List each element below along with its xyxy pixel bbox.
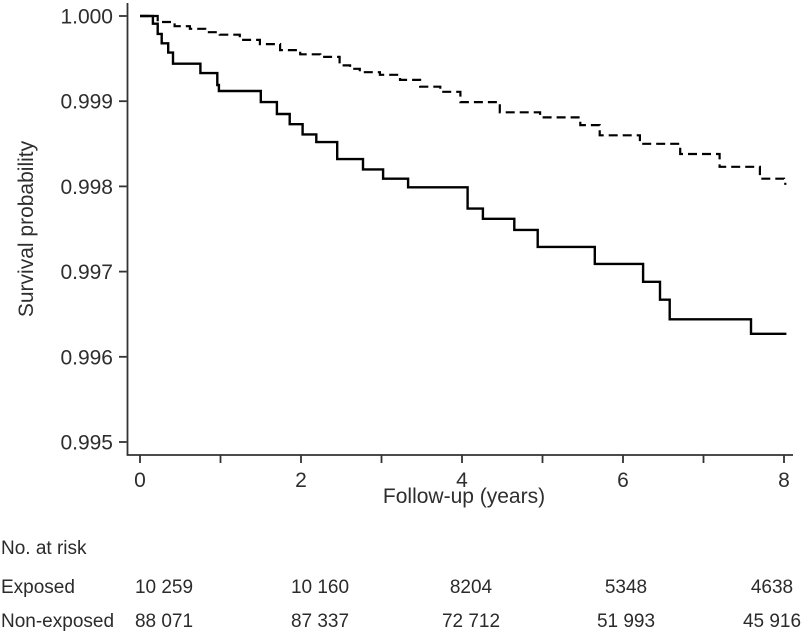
y-tick-label: 0.996 xyxy=(60,346,113,369)
at-risk-value: 88 071 xyxy=(134,611,194,632)
at-risk-value: 72 712 xyxy=(441,611,501,632)
x-tick-label: 4 xyxy=(456,469,468,492)
x-tick-label: 6 xyxy=(617,469,629,492)
at-risk-value: 51 993 xyxy=(596,611,656,632)
series-curve-non-exposed xyxy=(140,14,787,185)
x-tick-label: 8 xyxy=(778,469,790,492)
y-tick-label: 0.998 xyxy=(60,176,113,199)
at-risk-row-label: Exposed xyxy=(1,577,75,598)
y-tick-label: 1.000 xyxy=(60,6,113,29)
at-risk-value: 10 160 xyxy=(290,577,350,598)
y-axis-title: Survival probability xyxy=(15,140,38,317)
at-risk-value: 8204 xyxy=(449,577,493,598)
series-curve-exposed xyxy=(140,14,787,335)
y-tick-label: 0.999 xyxy=(60,91,113,114)
at-risk-header: No. at risk xyxy=(1,538,87,559)
y-tick-label: 0.995 xyxy=(60,432,113,455)
at-risk-value: 5348 xyxy=(604,577,648,598)
x-tick-label: 0 xyxy=(134,469,146,492)
at-risk-value: 4638 xyxy=(750,577,794,598)
y-tick-label: 0.997 xyxy=(60,261,113,284)
x-axis-title: Follow-up (years) xyxy=(383,485,545,508)
at-risk-row-non-exposed: Non-exposed 88 071 87 337 72 712 51 993 45 91… xyxy=(0,611,802,633)
at-risk-value: 10 259 xyxy=(134,577,194,598)
at-risk-row-label: Non-exposed xyxy=(1,611,115,632)
at-risk-value: 45 916 xyxy=(742,611,802,632)
at-risk-value: 87 337 xyxy=(290,611,350,632)
x-tick-label: 2 xyxy=(295,469,307,492)
at-risk-row-exposed: Exposed 10 259 10 160 8204 5348 4638 xyxy=(0,577,802,601)
